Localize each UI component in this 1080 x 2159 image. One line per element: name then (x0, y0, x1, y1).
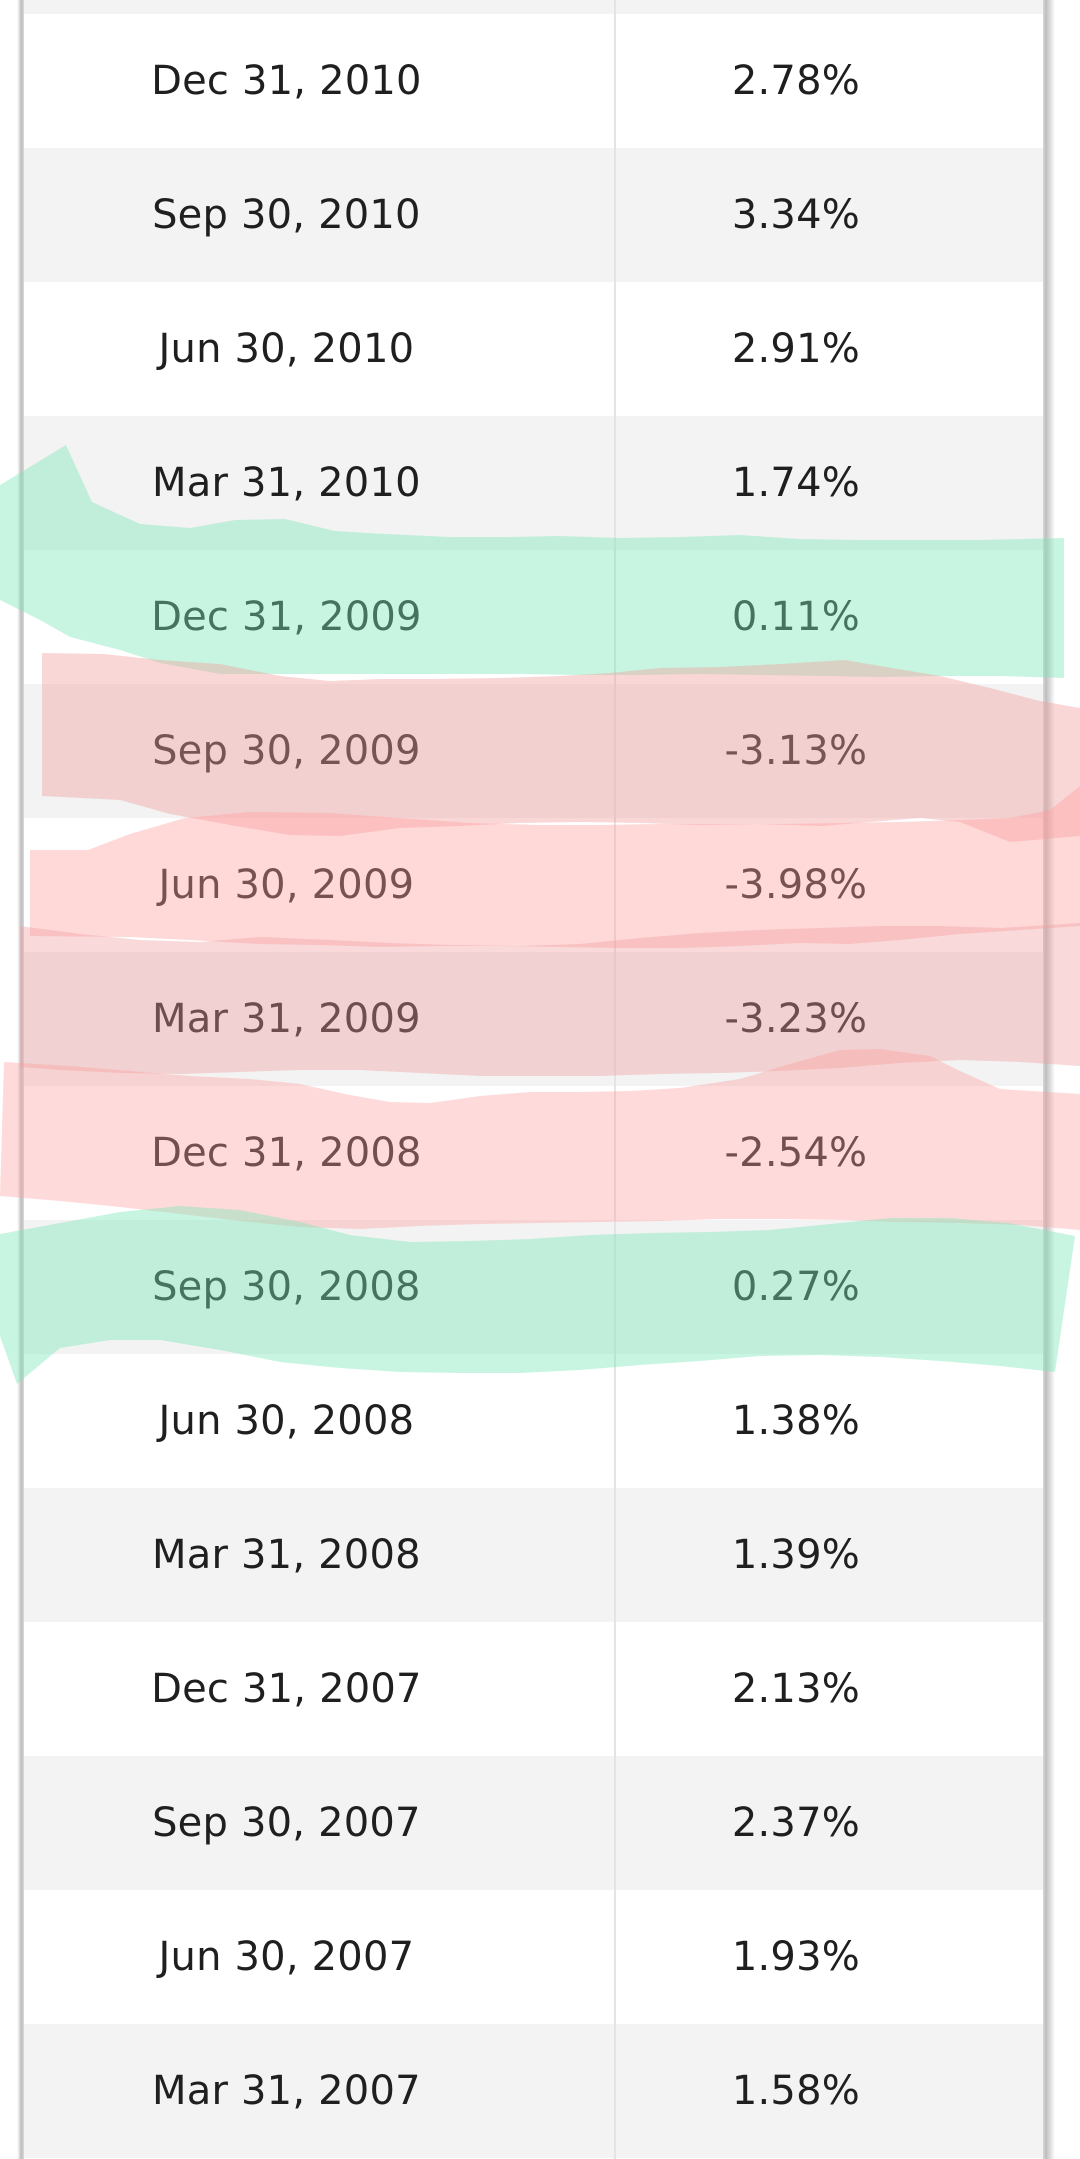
value-cell: 1.39% (731, 1532, 860, 1578)
value-cell: 2.91% (731, 326, 860, 372)
table-row: Mar 31, 2007 1.58% (24, 2024, 1043, 2158)
value-cell: 0.27% (731, 1264, 860, 1310)
table-row: Sep 30, 2008 0.27% (24, 1220, 1043, 1354)
date-cell: Mar 31, 2009 (152, 996, 421, 1042)
date-cell: Dec 31, 2010 (151, 58, 422, 104)
date-cell: Mar 31, 2008 (152, 1532, 421, 1578)
value-cell: 2.13% (731, 1666, 860, 1712)
value-cell: 1.93% (731, 1934, 860, 1980)
value-cell: 3.34% (731, 192, 860, 238)
table-row: Dec 31, 2009 0.11% (24, 550, 1043, 684)
table-row: Jun 30, 2008 1.38% (24, 1354, 1043, 1488)
table-row: Jun 30, 2010 2.91% (24, 282, 1043, 416)
date-cell: Sep 30, 2008 (152, 1264, 421, 1310)
date-cell: Jun 30, 2007 (158, 1934, 415, 1980)
column-divider (614, 0, 616, 2159)
table-row: Mar 31, 2009 -3.23% (24, 952, 1043, 1086)
data-table: Dec 31, 2010 2.78% Sep 30, 2010 3.34% Ju… (24, 0, 1043, 2159)
top-row-fragment (24, 0, 1043, 14)
date-cell: Jun 30, 2008 (158, 1398, 415, 1444)
table-row: Sep 30, 2007 2.37% (24, 1756, 1043, 1890)
table-row: Jun 30, 2009 -3.98% (24, 818, 1043, 952)
value-cell: 1.58% (731, 2068, 860, 2114)
value-cell: -2.54% (724, 1130, 868, 1176)
date-cell: Sep 30, 2010 (152, 192, 421, 238)
date-cell: Jun 30, 2010 (158, 326, 415, 372)
value-cell: 2.78% (731, 58, 860, 104)
value-cell: -3.23% (724, 996, 868, 1042)
table-row: Dec 31, 2007 2.13% (24, 1622, 1043, 1756)
date-cell: Dec 31, 2009 (151, 594, 422, 640)
value-cell: -3.98% (724, 862, 868, 908)
value-cell: 1.74% (731, 460, 860, 506)
date-cell: Jun 30, 2009 (158, 862, 415, 908)
date-cell: Dec 31, 2007 (151, 1666, 422, 1712)
table-row: Dec 31, 2008 -2.54% (24, 1086, 1043, 1220)
date-cell: Dec 31, 2008 (151, 1130, 422, 1176)
table-row: Sep 30, 2010 3.34% (24, 148, 1043, 282)
value-cell: -3.13% (724, 728, 868, 774)
table-row: Sep 30, 2009 -3.13% (24, 684, 1043, 818)
right-edge (1043, 0, 1080, 2159)
left-edge (0, 0, 24, 2159)
table-row: Jun 30, 2007 1.93% (24, 1890, 1043, 2024)
table-row: Mar 31, 2008 1.39% (24, 1488, 1043, 1622)
date-cell: Sep 30, 2009 (152, 728, 421, 774)
date-cell: Mar 31, 2007 (152, 2068, 421, 2114)
value-cell: 2.37% (731, 1800, 860, 1846)
table-row: Mar 31, 2010 1.74% (24, 416, 1043, 550)
value-cell: 0.11% (731, 594, 860, 640)
table-row: Dec 31, 2010 2.78% (24, 14, 1043, 148)
date-cell: Mar 31, 2010 (152, 460, 421, 506)
date-cell: Sep 30, 2007 (152, 1800, 421, 1846)
value-cell: 1.38% (731, 1398, 860, 1444)
